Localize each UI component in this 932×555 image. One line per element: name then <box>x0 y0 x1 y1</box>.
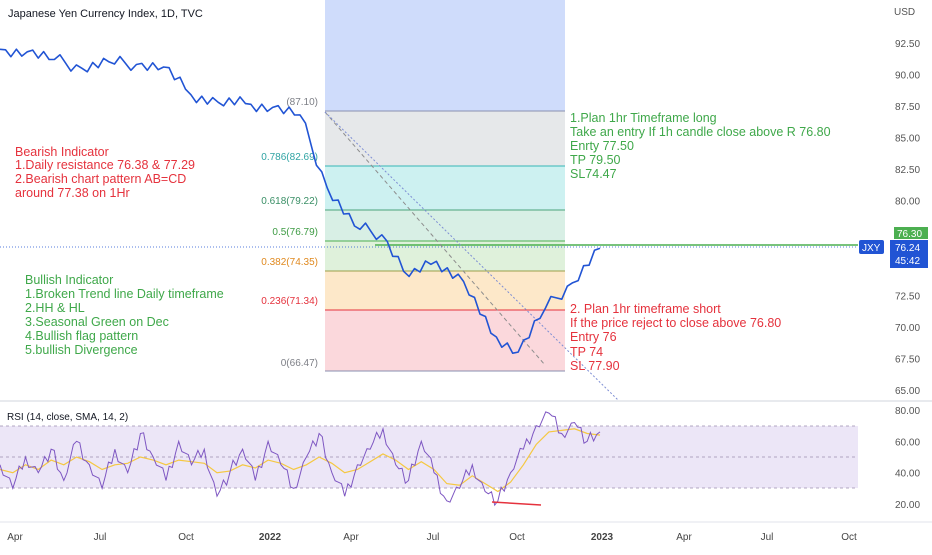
current-price-text: 76.24 <box>895 243 920 254</box>
price-tick-label: 87.50 <box>895 102 920 113</box>
plan-long-annotation: 1.Plan 1hr Timeframe long Take an entry … <box>570 111 831 181</box>
fib-label-0: 0(66.47) <box>281 358 318 369</box>
fib-zone-red <box>325 310 565 371</box>
time-tick-label: Apr <box>7 532 23 543</box>
price-axis: 92.5090.0087.5085.0082.5080.0077.5072.50… <box>895 39 920 397</box>
time-tick-label: Oct <box>509 532 525 543</box>
rsi-tick-label: 20.00 <box>895 500 920 511</box>
time-tick-label: Apr <box>676 532 692 543</box>
fib-label-0618: 0.618(79.22) <box>261 196 318 207</box>
price-label-last-text: 76.30 <box>897 229 922 240</box>
bullish-line-1: 1.Broken Trend line Daily timeframe <box>25 287 224 301</box>
trend-line-dotted <box>324 111 619 401</box>
time-tick-label: Apr <box>343 532 359 543</box>
plan-short-line-0: 2. Plan 1hr timeframe short <box>570 302 721 316</box>
rsi-title: RSI (14, close, SMA, 14, 2) <box>7 412 128 423</box>
bearish-line-1: 1.Daily resistance 76.38 & 77.29 <box>15 158 195 172</box>
price-tick-label: 65.00 <box>895 386 920 397</box>
price-tick-label: 85.00 <box>895 134 920 145</box>
symbol-tag-bg <box>859 240 884 254</box>
time-tick-label: Jul <box>761 532 774 543</box>
rsi-axis: 80.00 60.00 40.00 20.00 <box>895 406 920 511</box>
fib-label-05: 0.5(76.79) <box>272 227 318 238</box>
bullish-line-5: 5.bullish Divergence <box>25 343 138 357</box>
rsi-tick-label: 40.00 <box>895 469 920 480</box>
price-label-last: 76.30 <box>894 227 928 240</box>
plan-long-line-1: Take an entry If 1h candle close above R… <box>570 125 831 139</box>
rsi-tick-label: 60.00 <box>895 437 920 448</box>
bullish-annotation: Bullish Indicator 1.Broken Trend line Da… <box>25 273 224 357</box>
price-tick-label: 67.50 <box>895 354 920 365</box>
fib-zone-teal <box>325 210 565 241</box>
bearish-line-2: 2.Bearish chart pattern AB=CD <box>15 172 186 186</box>
plan-long-line-3: TP 79.50 <box>570 153 621 167</box>
y-axis-unit: USD <box>894 7 915 18</box>
price-label-current: JXY 76.24 45:42 <box>859 240 928 268</box>
plan-long-line-4: SL74.47 <box>570 167 617 181</box>
time-tick-label: Jul <box>427 532 440 543</box>
plan-long-line-0: 1.Plan 1hr Timeframe long <box>570 111 717 125</box>
fib-label-0786: 0.786(82.69) <box>261 152 318 163</box>
fib-label-0382: 0.382(74.35) <box>261 257 318 268</box>
plan-short-line-2: Entry 76 <box>570 330 617 344</box>
price-label-last-bg <box>894 227 928 239</box>
time-axis: Apr Jul Oct 2022 Apr Jul Oct 2023 Apr Jul Oct <box>7 532 857 543</box>
rsi-line <box>0 411 601 507</box>
fib-label-1: (87.10) <box>286 97 318 108</box>
symbol-tag-text: JXY <box>862 243 881 254</box>
fib-blue-zone <box>325 0 565 111</box>
time-tick-label: Oct <box>178 532 194 543</box>
bullish-line-4: 4.Bullish flag pattern <box>25 329 138 343</box>
rsi-divergence-line <box>491 501 542 506</box>
time-tick-label: Jul <box>94 532 107 543</box>
price-tick-label: 90.00 <box>895 71 920 82</box>
fib-label-0236: 0.236(71.34) <box>261 296 318 307</box>
plan-short-line-3: TP 74 <box>570 345 603 359</box>
bullish-line-2: 2.HH & HL <box>25 301 85 315</box>
chart-title: Japanese Yen Currency Index, 1D, TVC <box>8 8 203 20</box>
plan-short-line-1: If the price reject to close above 76.80 <box>570 316 781 330</box>
price-tick-label: 82.50 <box>895 165 920 176</box>
price-tick-label: 92.50 <box>895 39 920 50</box>
countdown-text: 45:42 <box>895 256 920 267</box>
plan-short-line-4: SL 77.90 <box>570 359 620 373</box>
fib-zone-orange <box>325 271 565 310</box>
bearish-line-0: Bearish Indicator <box>15 145 109 159</box>
price-series-line <box>0 48 601 354</box>
fib-zone-cyan <box>325 166 565 210</box>
plan-short-annotation: 2. Plan 1hr timeframe short If the price… <box>570 302 781 373</box>
bearish-line-3: around 77.38 on 1Hr <box>15 186 130 200</box>
price-tick-label: 80.00 <box>895 197 920 208</box>
bullish-line-0: Bullish Indicator <box>25 273 113 287</box>
time-tick-label: 2023 <box>591 532 614 543</box>
price-tick-label: 70.00 <box>895 323 920 334</box>
fib-zone-gray <box>325 111 565 166</box>
time-tick-label: 2022 <box>259 532 282 543</box>
fibonacci-zones <box>325 0 565 372</box>
bearish-annotation: Bearish Indicator 1.Daily resistance 76.… <box>15 145 195 200</box>
rsi-panel: RSI (14, close, SMA, 14, 2) 80.00 60.00 40… <box>0 406 920 511</box>
bullish-line-3: 3.Seasonal Green on Dec <box>25 315 169 329</box>
current-price-bg <box>890 240 928 268</box>
rsi-tick-label: 80.00 <box>895 406 920 417</box>
price-tick-label: 72.50 <box>895 291 920 302</box>
fibonacci-labels: (87.10) 0.786(82.69) 0.618(79.22) 0.5(76… <box>261 97 318 369</box>
fib-zone-green <box>325 241 565 271</box>
time-tick-label: Oct <box>841 532 857 543</box>
plan-long-line-2: Enrty 77.50 <box>570 139 634 153</box>
